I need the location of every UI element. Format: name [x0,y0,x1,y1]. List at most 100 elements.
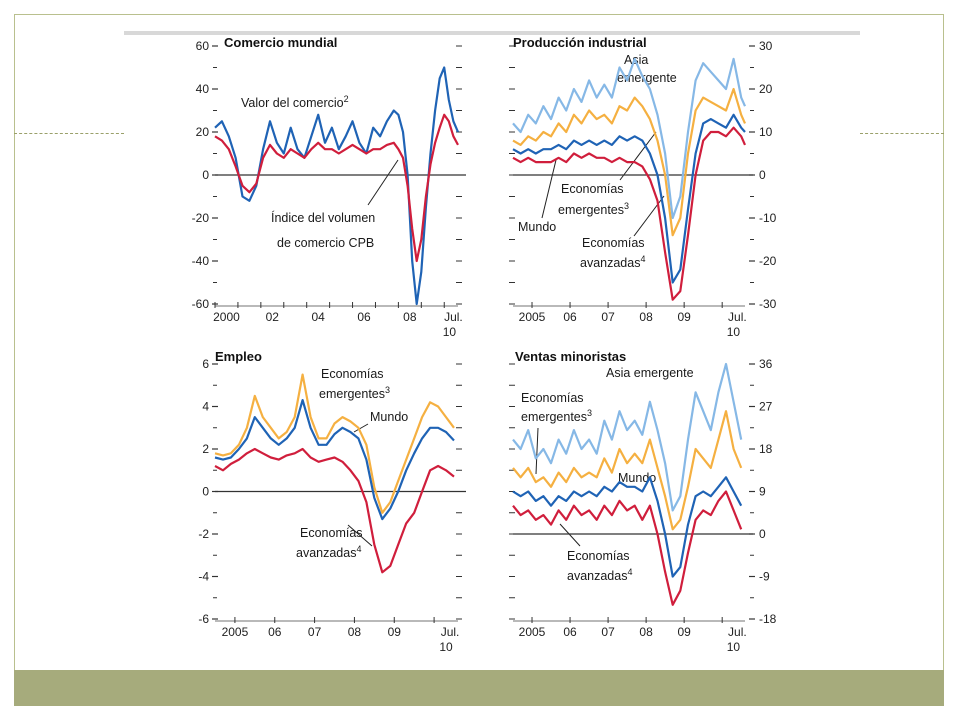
panel-title: Empleo [215,349,262,364]
x-tick-label: 2005 [222,625,249,639]
footer-band [14,670,944,706]
series-line [214,447,455,574]
y-tick-label: -30 [759,297,777,311]
annotation-avanzadas-line1: Economías [567,549,630,563]
annotation-avanzadas-line1: Economías [582,236,645,250]
annotation-emergentes-line2: emergentes3 [558,201,629,217]
series-line [512,476,743,578]
y-tick-label: 20 [196,125,210,139]
leader-line [367,159,399,206]
series-line [512,490,743,606]
annotation-mundo: Mundo [518,220,556,234]
annotation-mundo: Mundo [370,410,408,424]
leader-line [347,524,373,547]
leader-line [633,195,665,237]
x-tick-label: 10 [727,640,741,654]
x-tick-label: 09 [388,625,402,639]
series-line [512,113,746,284]
x-tick-label: 07 [601,310,615,324]
x-tick-label: 06 [563,310,577,324]
plot-area: 6 4 2 0 -2 -4 -6 2005 06 07 08 09 Jul.10 [198,357,466,654]
annotation-avanzadas-line2: avanzadas4 [580,254,645,270]
panel-empleo: Empleo Economías emergentes3 Mundo Econo… [215,349,408,560]
y-tick-label: 0 [202,485,209,499]
annotation-valor-del-comercio: Valor del comercio2 [241,94,349,110]
y-tick-label: 2 [202,442,209,456]
annotation-asia: Asia emergente [606,366,694,380]
series-line [214,113,459,263]
x-tick-label: 08 [348,625,362,639]
annotation-emergentes-line1: Economías [561,182,624,196]
y-tick-label: 6 [202,357,209,371]
y-tick-label: 10 [759,125,773,139]
y-tick-label: 30 [759,39,773,53]
x-tick-label: 2000 [213,310,240,324]
x-tick-label: 09 [677,310,691,324]
figure-top-rule [124,31,860,35]
panel-ventas-minoristas: Ventas minoristas Asia emergente Economí… [515,349,694,583]
annotation-avanzadas-line2: avanzadas4 [567,567,632,583]
annotation-emergentes-line1: Economías [321,367,384,381]
x-tick-label: Jul. [444,310,463,324]
left-dashed-rule [14,133,124,134]
leader-line [535,427,539,475]
annotation-avanzadas-line2: avanzadas4 [296,544,361,560]
series-line [214,399,455,521]
series-line [214,373,455,514]
y-tick-label: -60 [192,297,210,311]
plot-area: 36 27 18 9 0 -9 -18 2005 06 07 08 09 Jul.10 [509,357,777,654]
y-tick-label: 0 [759,527,766,541]
annotation-emergentes-line2: emergentes3 [319,385,390,401]
leader-line [353,423,369,433]
y-tick-label: -20 [192,211,210,225]
panel-produccion-industrial: Producción industrial Asia emergente Eco… [513,35,677,270]
y-tick-label: -9 [759,570,770,584]
y-tick-label: 20 [759,82,773,96]
x-tick-label: 10 [439,640,453,654]
y-tick-label: -20 [759,254,777,268]
annotation-avanzadas-line1: Economías [300,526,363,540]
x-tick-label: Jul. [728,310,747,324]
series-line [512,362,743,512]
leader-line [559,523,581,547]
y-tick-label: 0 [759,168,766,182]
y-tick-label: -40 [192,254,210,268]
y-tick-label: -18 [759,612,777,626]
x-tick-label: 08 [639,310,653,324]
y-tick-label: 0 [202,168,209,182]
panel-title: Comercio mundial [224,35,337,50]
series-line [512,126,747,301]
y-tick-label: -10 [759,211,777,225]
leader-line [541,159,557,219]
annotation-emergentes-line2: emergentes3 [521,408,592,424]
annotation-asia-line2: emergente [617,71,677,85]
x-tick-label: 06 [357,310,371,324]
y-tick-label: 18 [759,442,773,456]
x-tick-label: Jul. [728,625,747,639]
x-tick-label: 2005 [519,625,546,639]
x-tick-label: 09 [677,625,691,639]
y-tick-label: 4 [202,400,209,414]
y-tick-label: 9 [759,485,766,499]
series-line [512,87,747,237]
x-tick-label: 08 [639,625,653,639]
annotation-indice-line1: Índice del volumen [271,210,375,225]
x-tick-label: 2005 [519,310,546,324]
x-tick-label: 02 [266,310,280,324]
y-tick-label: -4 [198,570,209,584]
x-tick-label: 04 [311,310,325,324]
y-tick-label: -2 [198,527,209,541]
x-tick-label: 06 [563,625,577,639]
y-tick-label: 60 [196,39,210,53]
panel-comercio-mundial: Comercio mundial Valor del comercio2 Índ… [224,35,399,250]
x-tick-label: Jul. [441,625,460,639]
series-line [512,57,747,220]
annotation-indice-line2: de comercio CPB [277,236,374,250]
panel-title: Ventas minoristas [515,349,626,364]
panel-title: Producción industrial [513,35,647,50]
annotation-emergentes-line1: Economías [521,391,584,405]
x-tick-label: 10 [727,325,741,339]
x-tick-label: 08 [403,310,417,324]
x-tick-label: 07 [308,625,322,639]
